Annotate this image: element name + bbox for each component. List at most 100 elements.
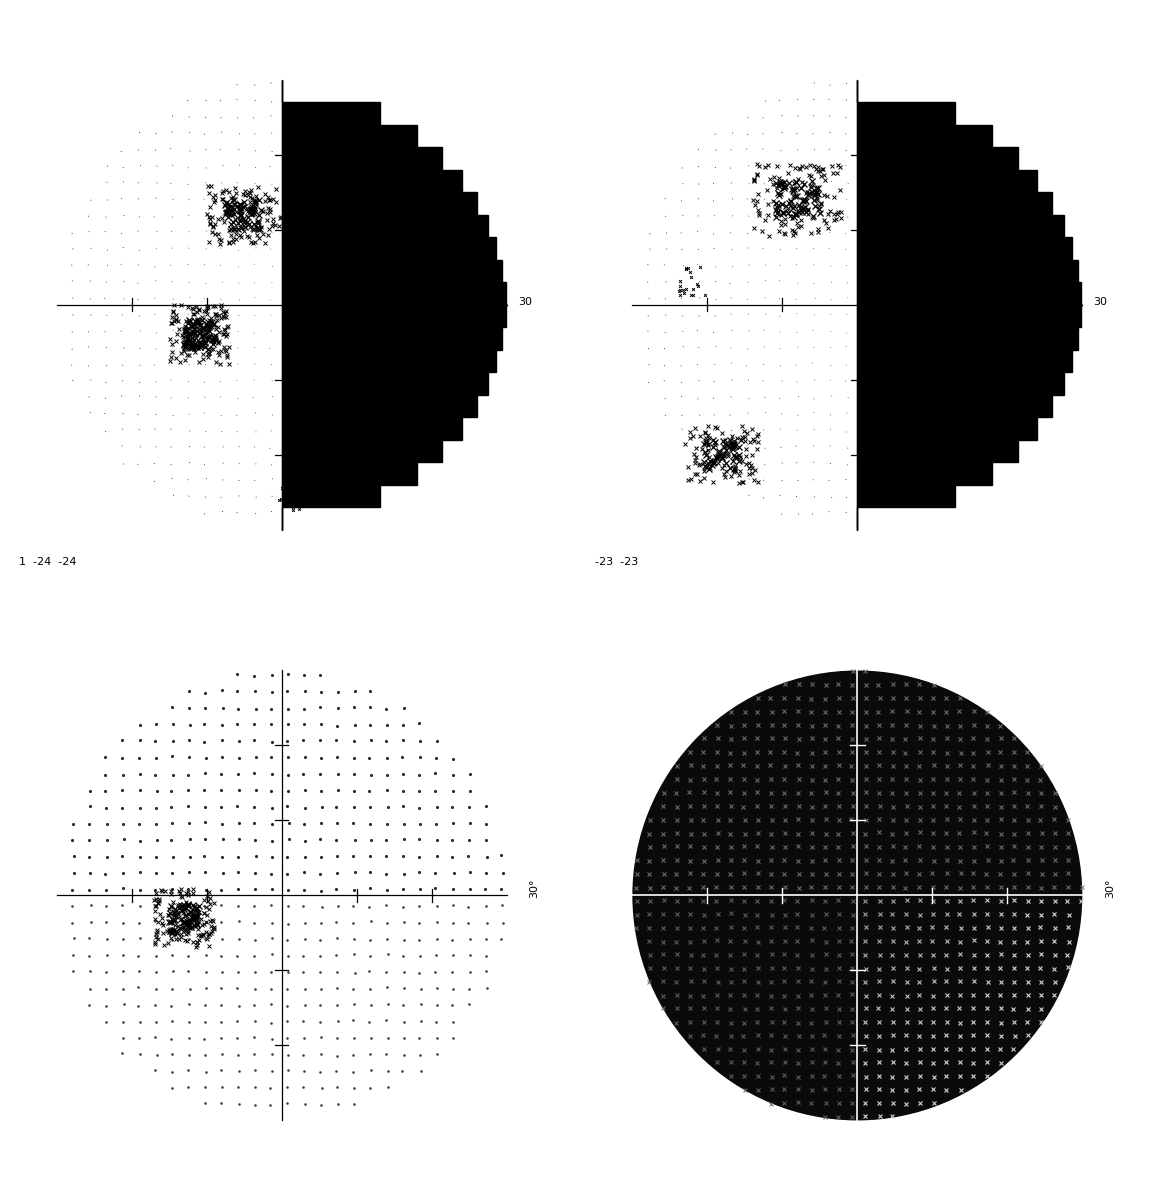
Point — [214, 156, 233, 175]
Point — [228, 371, 247, 390]
Point — [838, 438, 857, 457]
Point — [787, 355, 805, 374]
Point — [754, 320, 773, 340]
Point — [691, 406, 710, 425]
Point — [705, 355, 724, 374]
Point — [180, 107, 199, 126]
Point — [262, 355, 281, 374]
Point — [755, 337, 774, 356]
Point — [180, 274, 199, 293]
Point — [79, 337, 98, 356]
Point — [82, 371, 101, 390]
Point — [179, 388, 198, 407]
Point — [690, 140, 708, 160]
Point — [787, 208, 805, 227]
Point — [789, 406, 808, 425]
Point — [161, 420, 180, 439]
Point — [230, 437, 249, 456]
Point — [196, 139, 215, 158]
Point — [822, 272, 841, 292]
Point — [244, 388, 263, 407]
Point — [263, 371, 282, 390]
Point — [212, 239, 230, 258]
Point — [247, 158, 265, 178]
Point — [213, 205, 231, 224]
Point — [819, 502, 838, 521]
Point — [164, 190, 182, 209]
Point — [162, 272, 181, 292]
Point — [98, 156, 117, 175]
Point — [789, 274, 808, 293]
Point — [247, 422, 265, 442]
Point — [228, 108, 247, 127]
Point — [214, 306, 233, 325]
Point — [755, 388, 774, 407]
Point — [705, 455, 724, 474]
Point — [690, 240, 708, 259]
Point — [196, 91, 215, 110]
Point — [147, 239, 166, 258]
Point — [754, 488, 773, 508]
Point — [689, 320, 707, 340]
Point — [756, 271, 775, 290]
Point — [672, 158, 691, 178]
Point — [772, 420, 790, 439]
Point — [245, 338, 264, 358]
Point — [656, 406, 675, 425]
Point — [196, 108, 215, 127]
Point — [162, 354, 181, 373]
Point — [839, 388, 858, 407]
Point — [773, 122, 791, 142]
Point — [212, 406, 230, 425]
Point — [673, 174, 692, 193]
Point — [755, 288, 774, 307]
Point — [689, 389, 707, 408]
Point — [738, 455, 756, 474]
Point — [97, 272, 116, 292]
Point — [770, 389, 789, 408]
Point — [704, 389, 722, 408]
Point — [210, 372, 229, 391]
Point — [180, 355, 199, 374]
Point — [97, 306, 116, 325]
Point — [179, 305, 198, 324]
Point — [146, 124, 165, 143]
Point — [787, 437, 805, 456]
Point — [788, 304, 807, 323]
Point — [738, 190, 756, 209]
Point — [164, 406, 182, 425]
Point — [722, 240, 741, 259]
Point — [704, 224, 722, 244]
Point — [230, 306, 249, 325]
Point — [131, 338, 150, 358]
Point — [655, 256, 673, 275]
Point — [262, 421, 281, 440]
Point — [822, 322, 841, 341]
Point — [82, 191, 101, 210]
Point — [179, 158, 198, 178]
Point — [194, 190, 213, 209]
Point — [262, 124, 281, 143]
Point — [247, 239, 265, 258]
Point — [247, 223, 265, 242]
Point — [754, 355, 773, 374]
Point — [756, 91, 775, 110]
Point — [821, 208, 839, 227]
Point — [724, 190, 742, 209]
Point — [244, 191, 263, 210]
Point — [803, 354, 822, 373]
Point — [739, 108, 758, 127]
Point — [804, 106, 823, 125]
Point — [146, 188, 165, 208]
Point — [721, 140, 740, 160]
Point — [213, 502, 231, 521]
Point — [196, 422, 215, 442]
Point — [770, 256, 789, 275]
Point — [96, 222, 115, 241]
Point — [261, 439, 279, 458]
Point — [789, 337, 808, 356]
Point — [706, 125, 725, 144]
Point — [821, 223, 839, 242]
Point — [836, 240, 855, 259]
Point — [822, 305, 841, 324]
